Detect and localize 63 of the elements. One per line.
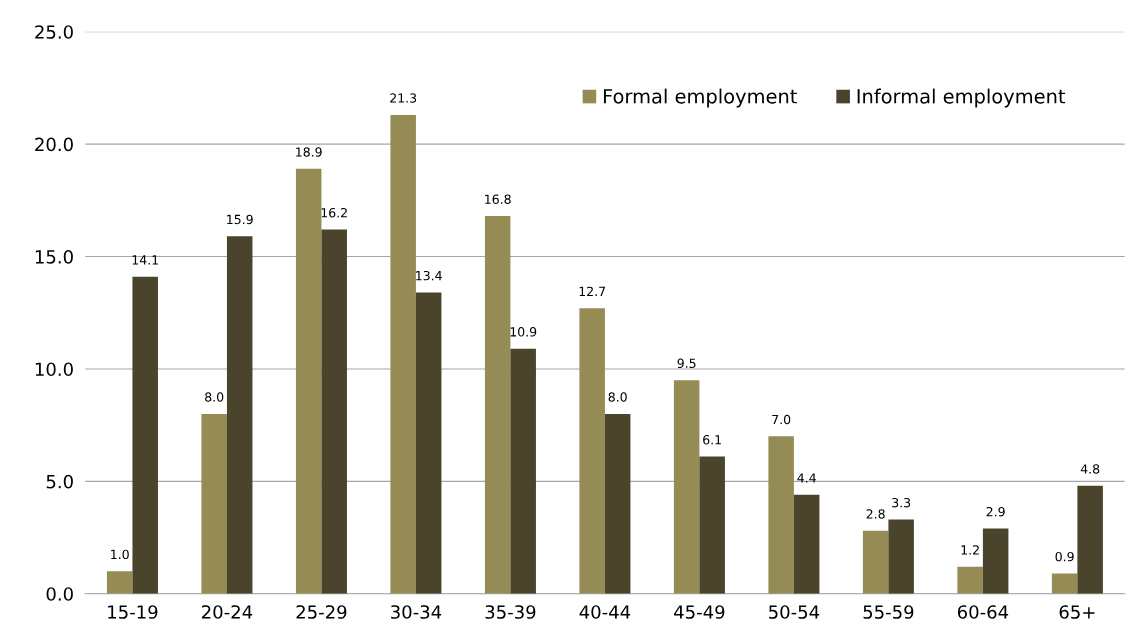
bar xyxy=(295,168,322,594)
y-tick-label: 15.0 xyxy=(35,250,73,264)
bar xyxy=(415,292,442,594)
x-tick-label: 55-59 xyxy=(863,605,914,619)
data-label: 2.9 xyxy=(986,506,1005,517)
y-tick-label: 5.0 xyxy=(46,474,73,489)
bar xyxy=(484,216,511,594)
data-label: 4.4 xyxy=(797,473,816,483)
x-tick-label: 25-29 xyxy=(296,605,347,619)
x-tick-label: 35-39 xyxy=(485,605,536,619)
data-label: 3.3 xyxy=(892,497,911,508)
bar xyxy=(1077,485,1103,594)
bar xyxy=(510,348,536,594)
data-label: 9.5 xyxy=(677,358,696,369)
data-label: 4.8 xyxy=(1080,464,1100,474)
data-label: 0.9 xyxy=(1055,551,1074,562)
data-label: 12.7 xyxy=(579,286,606,296)
data-label: 14.1 xyxy=(132,255,158,265)
bar xyxy=(226,236,253,594)
bar xyxy=(604,413,631,594)
data-label: 1.0 xyxy=(111,549,129,560)
data-label: 10.9 xyxy=(510,327,537,337)
bar xyxy=(321,229,347,594)
bar xyxy=(579,308,605,594)
y-tick-label: 20.0 xyxy=(35,137,73,152)
data-label: 8.0 xyxy=(608,392,627,402)
bar xyxy=(768,436,794,594)
x-tick-label: 30-34 xyxy=(391,605,442,619)
bar xyxy=(132,276,158,594)
bar xyxy=(957,566,983,594)
bar xyxy=(673,380,700,594)
data-label: 16.8 xyxy=(485,194,511,204)
data-label: 6.1 xyxy=(703,435,721,445)
data-label: 7.0 xyxy=(772,414,791,425)
data-label: 1.2 xyxy=(961,545,979,555)
x-tick-label: 60-64 xyxy=(957,605,1009,619)
data-label: 18.9 xyxy=(296,147,322,157)
x-tick-label: 40-44 xyxy=(579,605,631,619)
bar xyxy=(390,114,416,594)
bar xyxy=(793,494,820,594)
x-tick-label: 45-49 xyxy=(674,605,725,619)
y-tick-label: 10.0 xyxy=(35,362,73,377)
bar xyxy=(888,519,914,594)
data-label: 15.9 xyxy=(227,214,253,225)
bar xyxy=(1051,573,1078,594)
x-tick-label: 50-54 xyxy=(769,605,820,619)
x-tick-label: 15-19 xyxy=(108,605,158,619)
data-label: 2.8 xyxy=(866,509,885,519)
legend-label: Informal employment xyxy=(857,88,1066,108)
y-tick-label: 0.0 xyxy=(46,587,73,601)
bar xyxy=(862,530,889,594)
data-label: 21.3 xyxy=(390,93,417,103)
bar xyxy=(699,456,725,594)
bar xyxy=(982,528,1009,594)
x-tick-label: 20-24 xyxy=(202,605,253,619)
y-tick-label: 25.0 xyxy=(35,25,73,39)
legend-label: Formal employment xyxy=(603,88,797,108)
bar xyxy=(106,571,133,594)
data-label: 16.2 xyxy=(321,207,347,218)
data-label: 13.4 xyxy=(416,270,442,281)
bar xyxy=(201,413,227,594)
x-tick-label: 65+ xyxy=(1059,605,1095,619)
data-label: 8.0 xyxy=(205,392,224,402)
